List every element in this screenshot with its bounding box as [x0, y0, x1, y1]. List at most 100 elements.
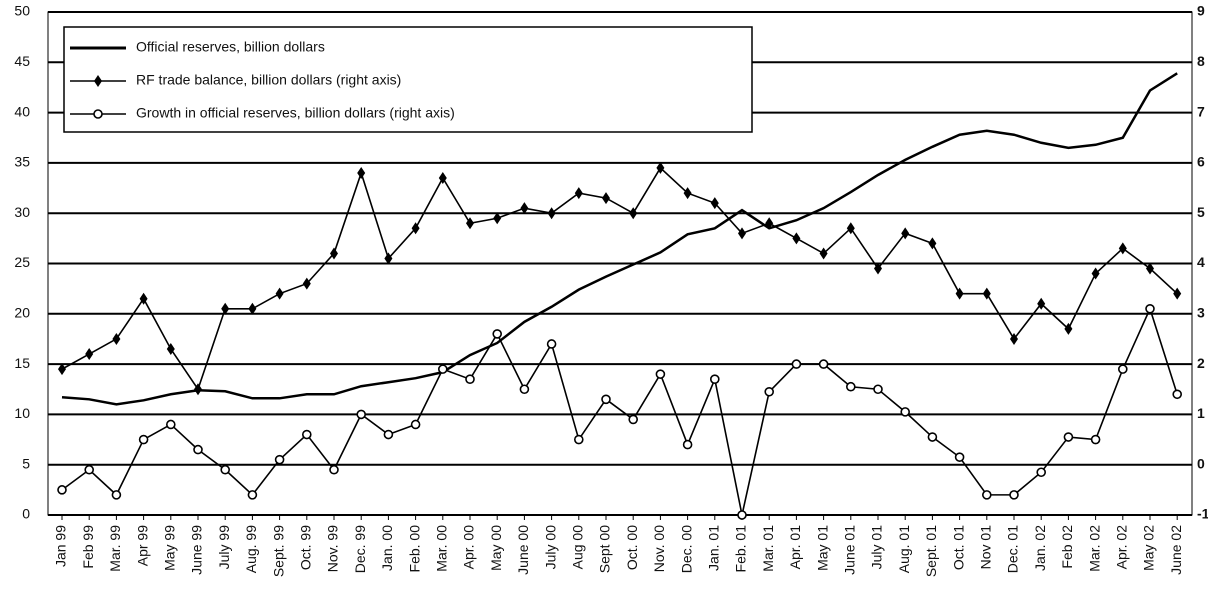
x-tick-label: Dec. 01 [1005, 525, 1021, 573]
point-diamond [1091, 267, 1100, 280]
y2-tick-label: 8 [1197, 53, 1205, 69]
point-circle [274, 454, 285, 465]
point-circle [220, 464, 230, 475]
y-tick-label: 5 [22, 455, 30, 471]
x-tick-label: July 01 [869, 525, 885, 570]
point-circle [193, 444, 203, 455]
point-circle [1118, 364, 1128, 374]
point-diamond [58, 363, 66, 376]
y2-tick-label: 9 [1197, 3, 1205, 19]
point-diamond [384, 252, 393, 265]
legend-label: RF trade balance, billion dollars (right… [136, 72, 401, 88]
point-diamond [874, 262, 882, 275]
legend-box [63, 26, 753, 133]
y2-tick-label: 6 [1197, 154, 1205, 170]
point-diamond [683, 187, 692, 200]
x-tick-label: Oct. 01 [950, 525, 966, 570]
x-tick-label: May 99 [162, 525, 178, 571]
point-diamond [166, 343, 175, 356]
point-circle [546, 339, 557, 349]
point-circle [927, 432, 938, 442]
x-tick-label: Nov 01 [978, 525, 994, 570]
y2-tick-label: -1 [1197, 506, 1208, 522]
x-tick-label: Apr 99 [134, 525, 150, 566]
legend-marker [94, 75, 102, 87]
point-circle [981, 490, 992, 500]
y-tick-label: 50 [14, 3, 30, 19]
point-circle [138, 434, 149, 445]
point-circle [1145, 303, 1155, 314]
legend-label: Growth in official reserves, billion dol… [136, 105, 455, 121]
point-diamond [846, 222, 855, 235]
y2-tick-label: 5 [1197, 204, 1205, 220]
point-diamond [955, 287, 964, 300]
point-diamond [411, 222, 420, 235]
point-circle [737, 510, 747, 520]
point-diamond [1010, 332, 1018, 345]
legend: Official reserves, billion dollars RF tra… [63, 26, 753, 133]
point-diamond [493, 212, 502, 225]
x-tick-label: Jan. 02 [1032, 525, 1048, 571]
point-circle [166, 419, 176, 430]
x-tick-label: June 00 [515, 525, 531, 575]
x-tick-label: Mar. 99 [107, 525, 123, 572]
point-diamond [602, 192, 610, 205]
x-tick-label: May 02 [1141, 525, 1157, 571]
point-diamond [248, 302, 257, 315]
point-circle [1090, 434, 1101, 445]
x-tick-label: Mar. 01 [760, 525, 776, 572]
point-diamond [1118, 242, 1127, 255]
x-tick-label: May 01 [814, 525, 830, 571]
point-diamond [629, 207, 638, 220]
x-tick-label: Dec. 99 [352, 525, 368, 573]
point-diamond [275, 287, 284, 300]
x-tick-label: Feb. 01 [733, 525, 749, 573]
y-tick-label: 30 [14, 204, 30, 220]
point-circle [1063, 432, 1074, 442]
point-circle [301, 429, 312, 440]
y2-tick-label: 2 [1197, 355, 1205, 371]
point-diamond [357, 166, 366, 179]
x-tick-label: Sept 00 [597, 525, 613, 573]
x-tick-label: Feb 02 [1059, 525, 1075, 569]
point-circle [329, 464, 339, 475]
point-circle [519, 384, 530, 395]
legend-label: Official reserves, billion dollars [136, 39, 325, 55]
point-diamond [928, 237, 937, 250]
y2-tick-label: 0 [1197, 455, 1205, 471]
point-circle [818, 359, 829, 369]
x-tick-label: Nov. 99 [325, 525, 341, 572]
x-tick-label: Mar. 00 [434, 525, 450, 572]
y2-tick-label: 3 [1197, 305, 1205, 321]
x-tick-label: Aug. 99 [243, 525, 259, 573]
point-diamond [547, 207, 556, 220]
point-diamond [520, 202, 529, 215]
point-circle [1009, 490, 1019, 500]
x-tick-label: May 00 [488, 525, 504, 571]
x-tick-label: Apr. 00 [461, 525, 477, 570]
y-tick-label: 0 [22, 506, 30, 522]
y-tick-label: 25 [14, 254, 30, 270]
point-diamond [466, 217, 474, 230]
y-tick-label: 35 [14, 154, 30, 170]
y2-tick-label: 1 [1197, 405, 1205, 421]
point-diamond [221, 302, 230, 315]
point-circle [628, 414, 639, 425]
point-circle [655, 369, 666, 379]
x-tick-label: Oct. 00 [624, 525, 640, 570]
point-circle [1036, 467, 1046, 478]
point-diamond [901, 227, 910, 240]
point-circle [764, 386, 775, 397]
x-tick-label: Apr. 02 [1114, 525, 1130, 570]
x-tick-label: Jan 99 [53, 525, 69, 567]
point-diamond [574, 187, 583, 200]
x-tick-label: June 01 [842, 525, 858, 575]
point-diamond [710, 197, 719, 210]
point-diamond [438, 171, 447, 184]
x-tick-label: Nov. 00 [651, 525, 667, 572]
point-circle [383, 429, 394, 440]
x-tick-label: June 99 [189, 525, 205, 575]
series-line [61, 166, 1178, 392]
point-diamond [738, 227, 746, 240]
